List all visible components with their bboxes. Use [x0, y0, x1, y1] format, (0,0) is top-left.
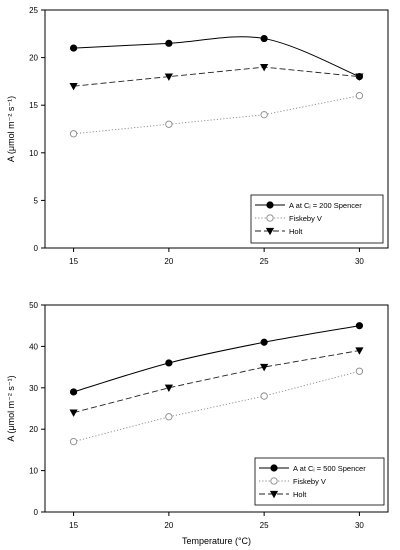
legend-swatch-marker — [270, 477, 278, 485]
y-tick-label: 0 — [34, 508, 39, 517]
data-point — [69, 82, 78, 91]
data-point — [69, 44, 78, 52]
y-tick-label: 10 — [29, 467, 38, 476]
legend: A at Cᵢ = 200 Spencer Fiskeby V Holt — [250, 194, 384, 244]
series-1 — [69, 34, 364, 81]
legend-swatch-marker — [266, 214, 274, 222]
series-2 — [69, 92, 364, 138]
chart-panel-2: 0 10 20 30 40 50 15 20 25 30 A (μmol m⁻² s⁻¹) Tempe… — [6, 301, 389, 546]
data-point — [69, 388, 78, 396]
data-point — [69, 130, 78, 138]
y-tick-label: 50 — [29, 301, 38, 310]
x-tick-label: 25 — [260, 521, 269, 530]
data-point — [260, 392, 268, 400]
data-point — [260, 111, 268, 119]
legend-label: Holt — [293, 490, 307, 499]
data-point — [260, 63, 269, 72]
data-point — [260, 363, 269, 372]
y-tick-label: 5 — [34, 196, 39, 205]
data-point — [355, 347, 364, 355]
series-3 — [69, 63, 364, 91]
y-axis-title: A (μmol m⁻² s⁻¹) — [6, 375, 16, 441]
data-point — [164, 384, 173, 393]
legend-label: Fiskeby V — [289, 214, 322, 223]
data-point — [69, 437, 78, 446]
data-point — [165, 120, 173, 128]
x-tick-label: 15 — [69, 257, 78, 266]
data-point — [355, 367, 364, 375]
x-tick-label: 20 — [164, 257, 173, 266]
data-point — [355, 73, 364, 81]
data-point — [260, 34, 268, 43]
data-point — [69, 409, 78, 417]
data-point — [260, 338, 268, 346]
data-point — [355, 322, 364, 330]
data-point — [165, 39, 173, 47]
series-line — [73, 350, 360, 414]
legend-swatch-marker — [270, 464, 278, 472]
data-point — [165, 413, 173, 421]
x-tick-label: 15 — [69, 521, 78, 530]
series-line — [73, 66, 360, 87]
y-tick-label: 25 — [29, 6, 38, 15]
series-1 — [69, 322, 364, 396]
legend-label: A at Cᵢ = 500 Spencer — [293, 464, 366, 473]
legend-label: A at Cᵢ = 200 Spencer — [289, 201, 362, 210]
plot-frame — [44, 304, 389, 513]
legend: A at Cᵢ = 500 Spencer Fiskeby V Holt — [254, 457, 385, 506]
y-tick-label: 30 — [29, 384, 38, 393]
series-3 — [69, 347, 364, 417]
y-axis-title: A (μmol m⁻² s⁻¹) — [6, 96, 16, 162]
legend-label: Fiskeby V — [293, 477, 326, 486]
series-2 — [69, 367, 364, 446]
x-tick-label: 30 — [355, 521, 364, 530]
legend-swatch-marker — [269, 490, 279, 499]
y-tick-label: 40 — [29, 342, 38, 351]
legend-swatch-marker — [266, 201, 274, 209]
y-tick-label: 15 — [29, 101, 38, 110]
plot-frame — [44, 9, 389, 249]
y-tick-label: 20 — [29, 54, 38, 63]
data-point — [164, 73, 173, 81]
series-line — [73, 36, 360, 78]
y-tick-label: 0 — [34, 244, 39, 253]
x-tick-label: 30 — [355, 257, 364, 266]
x-tick-label: 20 — [164, 521, 173, 530]
series-line — [73, 370, 360, 443]
legend-swatch-marker — [265, 227, 275, 236]
data-point — [165, 359, 173, 367]
series-line — [73, 325, 360, 393]
x-tick-label: 25 — [260, 257, 269, 266]
legend-label: Holt — [289, 227, 303, 236]
x-axis-title: Temperature (°C) — [182, 536, 251, 546]
data-point — [355, 92, 364, 100]
y-tick-label: 20 — [29, 425, 38, 434]
chart-panel-1: 0 5 10 15 20 25 15 20 25 30 A (μmol m⁻² s⁻¹) A at C… — [6, 6, 389, 266]
series-line — [73, 95, 360, 135]
y-tick-label: 10 — [29, 149, 38, 158]
